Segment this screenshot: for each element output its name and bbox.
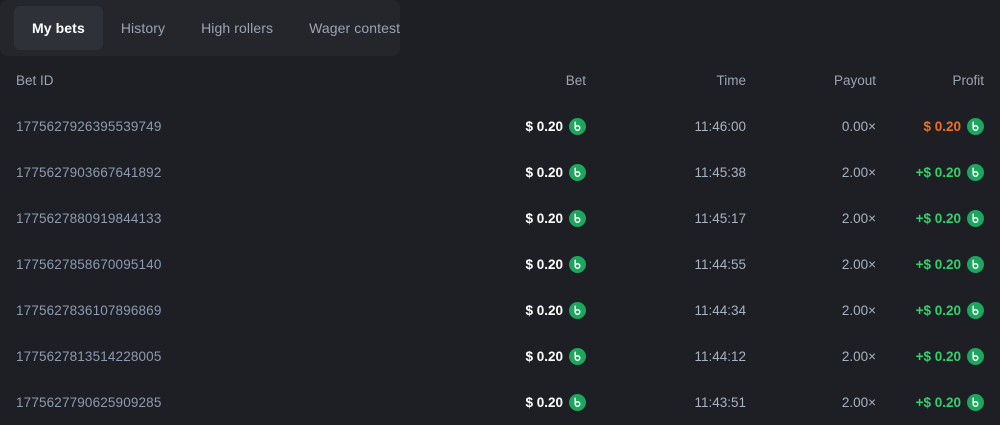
bet-amount-text: $ 0.20	[525, 303, 563, 318]
bitcoin-coin-icon	[569, 302, 586, 319]
bet-id-value[interactable]: 1775627858670095140	[16, 257, 162, 272]
bet-amount-value: $ 0.20	[525, 256, 586, 273]
bet-time-value: 11:44:34	[694, 303, 746, 318]
bet-payout-value: 2.00×	[841, 303, 876, 318]
bitcoin-coin-icon	[569, 256, 586, 273]
tab-strip: My bets History High rollers Wager contest	[0, 0, 400, 56]
bitcoin-coin-icon	[967, 348, 984, 365]
bet-amount-text: $ 0.20	[525, 119, 563, 134]
bet-profit-value: +$ 0.20	[916, 164, 984, 181]
bet-profit-value: +$ 0.20	[916, 210, 984, 227]
bets-table: Bet ID Bet Time Payout Profit 1775627926…	[0, 56, 1000, 425]
bet-profit-text: +$ 0.20	[915, 395, 961, 410]
column-header-bet: Bet	[565, 72, 586, 88]
bet-profit-value: +$ 0.20	[916, 348, 984, 365]
bet-time-value: 11:44:12	[694, 349, 746, 364]
bitcoin-coin-icon	[967, 302, 984, 319]
tab-my-bets[interactable]: My bets	[14, 6, 103, 50]
bitcoin-coin-icon	[569, 210, 586, 227]
bet-time-value: 11:44:55	[694, 257, 746, 272]
bet-profit-value: $ 0.20	[923, 118, 984, 135]
bitcoin-coin-icon	[569, 394, 586, 411]
bet-profit-text: +$ 0.20	[915, 349, 961, 364]
bet-amount-value: $ 0.20	[525, 210, 586, 227]
tab-history[interactable]: History	[120, 20, 166, 36]
bet-profit-value: +$ 0.20	[916, 394, 984, 411]
bet-time-value: 11:45:38	[694, 165, 746, 180]
bitcoin-coin-icon	[569, 348, 586, 365]
bitcoin-coin-icon	[967, 394, 984, 411]
table-row[interactable]: 1775627790625909285 $ 0.20 11:43:51 2.00× +$…	[16, 380, 984, 425]
table-body: 1775627926395539749 $ 0.20 11:46:00 0.00× $ …	[16, 104, 984, 425]
bet-profit-value: +$ 0.20	[916, 256, 984, 273]
table-header-row: Bet ID Bet Time Payout Profit	[16, 56, 984, 104]
bitcoin-coin-icon	[967, 210, 984, 227]
table-row[interactable]: 1775627880919844133 $ 0.20 11:45:17 2.00× +$…	[16, 196, 984, 242]
column-header-payout: Payout	[833, 72, 876, 88]
bet-amount-value: $ 0.20	[525, 302, 586, 319]
table-row[interactable]: 1775627836107896869 $ 0.20 11:44:34 2.00× +$…	[16, 288, 984, 334]
bet-payout-value: 2.00×	[841, 349, 876, 364]
bet-amount-text: $ 0.20	[525, 257, 563, 272]
bet-amount-value: $ 0.20	[525, 164, 586, 181]
bet-time-value: 11:43:51	[694, 395, 746, 410]
bet-id-value[interactable]: 1775627880919844133	[16, 211, 162, 226]
bet-id-value[interactable]: 1775627813514228005	[16, 349, 162, 364]
bet-profit-value: +$ 0.20	[916, 302, 984, 319]
bet-profit-text: +$ 0.20	[915, 165, 961, 180]
bet-profit-text: $ 0.20	[923, 119, 961, 134]
bet-amount-value: $ 0.20	[525, 348, 586, 365]
bet-payout-value: 0.00×	[841, 119, 876, 134]
column-header-profit: Profit	[952, 72, 984, 88]
tab-high-rollers[interactable]: High rollers	[201, 20, 274, 36]
tab-bar: My bets History High rollers Wager contest	[0, 0, 1000, 56]
bet-time-value: 11:45:17	[694, 211, 746, 226]
table-row[interactable]: 1775627926395539749 $ 0.20 11:46:00 0.00× $ …	[16, 104, 984, 150]
bet-id-value[interactable]: 1775627926395539749	[16, 119, 162, 134]
bet-profit-text: +$ 0.20	[915, 303, 961, 318]
bitcoin-coin-icon	[569, 164, 586, 181]
bet-amount-text: $ 0.20	[525, 349, 563, 364]
table-row[interactable]: 1775627858670095140 $ 0.20 11:44:55 2.00× +$…	[16, 242, 984, 288]
bitcoin-coin-icon	[967, 164, 984, 181]
bet-id-value[interactable]: 1775627836107896869	[16, 303, 162, 318]
bet-payout-value: 2.00×	[841, 395, 876, 410]
table-row[interactable]: 1775627813514228005 $ 0.20 11:44:12 2.00× +$…	[16, 334, 984, 380]
bitcoin-coin-icon	[967, 256, 984, 273]
bet-id-value[interactable]: 1775627790625909285	[16, 395, 162, 410]
bet-id-value[interactable]: 1775627903667641892	[16, 165, 162, 180]
bitcoin-coin-icon	[967, 118, 984, 135]
bet-amount-text: $ 0.20	[525, 165, 563, 180]
bet-profit-text: +$ 0.20	[915, 257, 961, 272]
bet-amount-value: $ 0.20	[525, 118, 586, 135]
table-row[interactable]: 1775627903667641892 $ 0.20 11:45:38 2.00× +$…	[16, 150, 984, 196]
bitcoin-coin-icon	[569, 118, 586, 135]
bet-amount-value: $ 0.20	[525, 394, 586, 411]
bet-amount-text: $ 0.20	[525, 395, 563, 410]
bet-profit-text: +$ 0.20	[915, 211, 961, 226]
column-header-bet-id: Bet ID	[16, 72, 54, 88]
tab-wager-contest[interactable]: Wager contest	[309, 20, 401, 36]
bet-payout-value: 2.00×	[841, 165, 876, 180]
column-header-time: Time	[716, 72, 747, 88]
bet-amount-text: $ 0.20	[525, 211, 563, 226]
bet-payout-value: 2.00×	[841, 257, 876, 272]
bet-time-value: 11:46:00	[694, 119, 746, 134]
bet-payout-value: 2.00×	[841, 211, 876, 226]
